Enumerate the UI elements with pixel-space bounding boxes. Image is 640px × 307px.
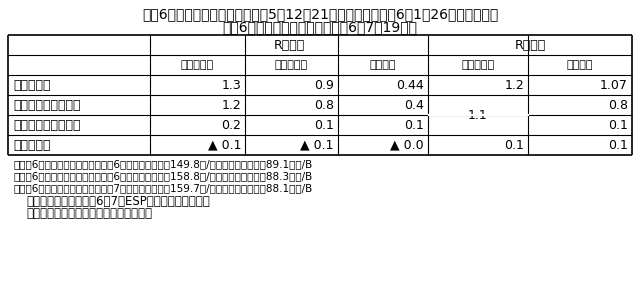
Text: ＊令和6年度内閣府年央試算：令和7年度前提：円相場159.7円/ドル、原油輸入価格88.1ドル/B: ＊令和6年度内閣府年央試算：令和7年度前提：円相場159.7円/ドル、原油輸入価… [13,183,312,193]
Text: 0.1: 0.1 [404,119,424,131]
Text: 0.44: 0.44 [396,79,424,91]
Text: ▲ 0.1: ▲ 0.1 [207,138,241,151]
Text: ＊令和6年度政府経済見通し：令和6年度前提：円相場149.8円/ドル、原油輸入価格89.1ドル/B: ＊令和6年度政府経済見通し：令和6年度前提：円相場149.8円/ドル、原油輸入価… [13,159,312,169]
Text: R７年度: R７年度 [515,38,546,52]
Text: 令和6年度内閣府年央試算（令和6年7月19日）: 令和6年度内閣府年央試算（令和6年7月19日） [223,20,417,34]
Text: 0.1: 0.1 [504,138,524,151]
Text: 1.3: 1.3 [221,79,241,91]
Text: 民間平均: 民間平均 [370,60,396,70]
Text: 0.1: 0.1 [608,119,628,131]
Text: 実質ＧＤＰ: 実質ＧＤＰ [13,79,51,91]
Text: ＊令和6年度内閣府年央試算：令和6年度前提：円相場158.8円/ドル、原油輸入価格88.3ドル/B: ＊令和6年度内閣府年央試算：令和6年度前提：円相場158.8円/ドル、原油輸入価… [13,171,312,181]
Text: 民間平均: 民間平均 [567,60,593,70]
Text: （出所）内閣府、日本経済研究センター: （出所）内閣府、日本経済研究センター [26,207,152,220]
Text: 内閣府年央: 内閣府年央 [275,60,308,70]
Text: 1.07: 1.07 [600,79,628,91]
Text: （注）民間平均は令和6年7月ESPフォーキャスト調査: （注）民間平均は令和6年7月ESPフォーキャスト調査 [26,195,210,208]
Text: ▲ 0.0: ▲ 0.0 [390,138,424,151]
Text: 1.2: 1.2 [221,99,241,111]
Text: 1.2: 1.2 [504,79,524,91]
Text: 0.2: 0.2 [221,119,241,131]
Text: 0.1: 0.1 [608,138,628,151]
Text: 政府見通し: 政府見通し [181,60,214,70]
Text: R６年度: R６年度 [273,38,305,52]
Text: 内需（民需）寄与度: 内需（民需）寄与度 [13,99,81,111]
Text: 0.1: 0.1 [314,119,334,131]
Text: 1.1: 1.1 [468,108,488,122]
Text: 内需（公需）寄与度: 内需（公需）寄与度 [13,119,81,131]
Text: 0.8: 0.8 [608,99,628,111]
Bar [8,35,632,155]
Text: 0.8: 0.8 [314,99,334,111]
Text: 令和6年度政府経済見通し（令和5年12月21日閣議了解、令和6年1月26日閣議決定）: 令和6年度政府経済見通し（令和5年12月21日閣議了解、令和6年1月26日閣議決… [142,7,498,21]
Text: 0.4: 0.4 [404,99,424,111]
Text: 外需寄与度: 外需寄与度 [13,138,51,151]
Text: 0.9: 0.9 [314,79,334,91]
Text: ▲ 0.1: ▲ 0.1 [301,138,334,151]
Text: 内閣府年央: 内閣府年央 [461,60,495,70]
